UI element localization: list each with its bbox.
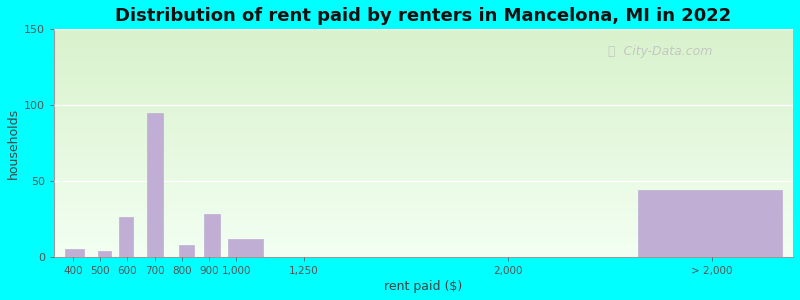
Bar [228, 239, 263, 257]
Bar [98, 251, 111, 257]
Bar [65, 249, 84, 257]
Y-axis label: households: households [7, 107, 20, 178]
Bar [146, 113, 163, 257]
Bar [179, 245, 194, 257]
Bar [638, 190, 782, 257]
Bar [119, 218, 133, 257]
Title: Distribution of rent paid by renters in Mancelona, MI in 2022: Distribution of rent paid by renters in … [115, 7, 732, 25]
Text: Ⓢ  City-Data.com: Ⓢ City-Data.com [608, 45, 713, 58]
Bar [203, 214, 220, 257]
X-axis label: rent paid ($): rent paid ($) [385, 280, 462, 293]
